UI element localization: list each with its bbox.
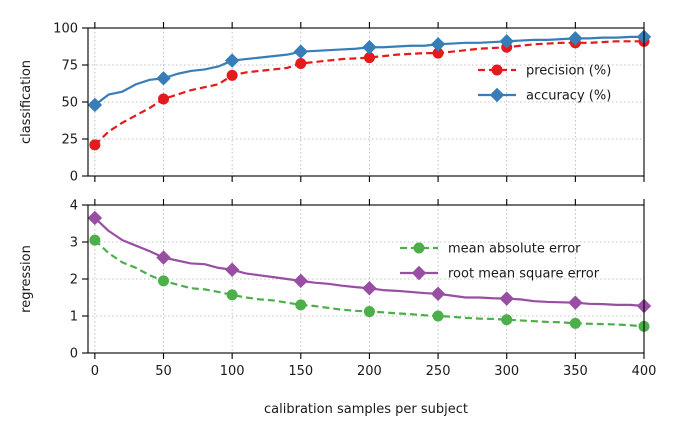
legend-marker-0 [413, 242, 425, 254]
y-tick-label: 0 [70, 170, 78, 185]
data-point [295, 299, 307, 311]
y-tick-label: 75 [61, 59, 78, 74]
data-point [362, 281, 377, 296]
y-tick-label: 2 [70, 273, 78, 288]
data-point [158, 93, 170, 105]
x-tick-label: 100 [220, 364, 245, 379]
y-tick-label: 100 [53, 22, 78, 37]
data-point [499, 34, 514, 49]
x-tick-label: 250 [426, 364, 451, 379]
data-point [89, 234, 101, 246]
y-tick-label: 3 [70, 236, 78, 251]
x-tick-label: 200 [357, 364, 382, 379]
data-point [568, 31, 583, 46]
data-point [87, 210, 103, 226]
x-tick-label: 0 [91, 364, 99, 379]
y-tick-label: 25 [61, 133, 78, 148]
data-point [89, 139, 101, 151]
data-point [158, 275, 170, 287]
data-point [568, 295, 583, 310]
data-point [295, 58, 307, 70]
y-tick-label: 50 [61, 96, 78, 111]
classification-panel: 0 25 50 75 100 classification precision (%) acc… [19, 22, 652, 185]
data-point [224, 53, 240, 68]
data-point [499, 291, 514, 306]
data-point [293, 273, 308, 289]
data-point [501, 314, 513, 326]
data-point [226, 289, 238, 301]
x-axis-label: calibration samples per subject [264, 402, 468, 417]
y-axis-label: regression [19, 245, 34, 313]
data-point [156, 250, 171, 265]
data-point [432, 310, 444, 322]
legend-label-0: precision (%) [526, 64, 611, 79]
data-point [87, 97, 103, 113]
data-point [224, 262, 240, 277]
data-point [226, 69, 238, 81]
regression-panel: 0 1 2 3 4 0 50 100 150 200 250 300 350 400 regression c… [19, 199, 656, 418]
x-tick-label: 150 [288, 364, 313, 379]
data-point [363, 306, 375, 318]
x-tick-label: 50 [155, 364, 172, 379]
data-point [362, 40, 377, 55]
y-tick-label: 0 [70, 347, 78, 362]
x-tick-label: 350 [563, 364, 588, 379]
legend-label-1: root mean square error [448, 267, 600, 282]
y-tick-label: 1 [70, 310, 78, 325]
x-tick-label: 300 [494, 364, 519, 379]
data-point [430, 37, 446, 52]
series-line-0 [94, 40, 644, 146]
legend-marker-0 [491, 64, 503, 76]
legend-label-1: accuracy (%) [526, 89, 611, 104]
data-point [293, 44, 308, 59]
y-axis-label: classification [19, 60, 34, 144]
x-tick-label: 400 [632, 364, 657, 379]
data-point [430, 286, 446, 302]
legend-marker-1 [489, 87, 505, 103]
data-point [569, 317, 581, 329]
y-tick-label: 4 [70, 199, 78, 214]
data-point [156, 71, 171, 86]
legend-marker-1 [411, 265, 427, 281]
legend-label-0: mean absolute error [448, 242, 581, 257]
